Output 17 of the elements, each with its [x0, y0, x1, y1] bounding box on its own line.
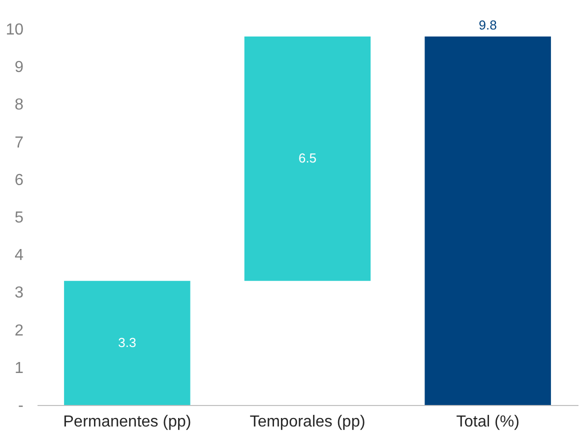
x-tick-label: Permanentes (pp) [63, 414, 192, 430]
data-label: 3.3 [118, 334, 136, 350]
y-tick-label: - [18, 398, 24, 414]
data-label: 9.8 [478, 18, 497, 33]
y-tick-label: 4 [14, 247, 24, 264]
y-tick-label: 2 [14, 322, 24, 340]
y-tick-label: 8 [14, 96, 24, 114]
y-tick-label: 6 [14, 172, 24, 189]
data-label: 6.5 [298, 150, 317, 166]
y-tick-label: 10 [6, 22, 24, 38]
y-tick-label: 9 [14, 59, 24, 76]
x-tick-label: Temporales (pp) [250, 414, 366, 430]
y-tick-label: 3 [14, 284, 24, 302]
y-tick-label: 7 [14, 134, 24, 152]
y-tick-label: 5 [14, 210, 24, 226]
x-tick-label: Total (%) [456, 414, 520, 430]
y-tick-label: 1 [14, 360, 24, 377]
